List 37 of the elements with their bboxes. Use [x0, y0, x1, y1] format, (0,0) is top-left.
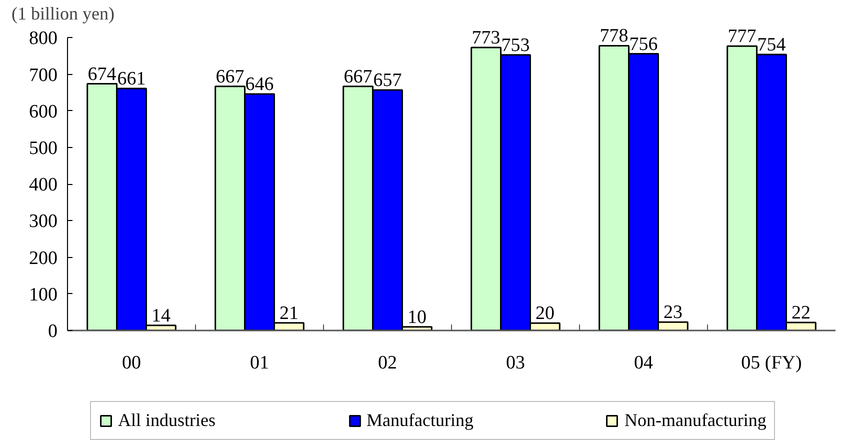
data-label: 10 [407, 306, 426, 328]
data-label: 674 [88, 64, 117, 85]
data-label: 646 [245, 74, 274, 96]
y-axis-title: (1 billion yen) [12, 4, 114, 24]
y-tick-label: 200 [29, 248, 58, 269]
data-label: 661 [117, 68, 146, 90]
data-label: 756 [629, 34, 658, 55]
data-label: 773 [472, 28, 500, 49]
y-tick-label: 800 [29, 28, 58, 50]
x-tick-label: 00 [122, 352, 141, 374]
data-label: 777 [728, 26, 756, 48]
legend-label: Non-manufacturing [624, 410, 766, 431]
legend-label: Manufacturing [366, 410, 474, 431]
data-label: 657 [373, 70, 402, 92]
data-label: 21 [279, 302, 298, 324]
data-label: 753 [501, 34, 530, 56]
data-label: 23 [663, 302, 682, 324]
data-label: 667 [216, 66, 244, 88]
y-tick-label: 400 [29, 174, 58, 196]
x-tick-label: 02 [378, 352, 397, 374]
legend-label: All industries [118, 410, 216, 431]
y-tick-label: 700 [29, 64, 58, 86]
y-tick-label: 300 [29, 211, 58, 232]
y-tick-label: 100 [29, 284, 58, 306]
data-label: 22 [791, 302, 810, 324]
y-tick-label: 500 [29, 138, 58, 159]
x-tick-label: 01 [250, 352, 269, 374]
x-tick-label: 03 [506, 352, 525, 374]
data-label: 20 [535, 303, 554, 324]
data-label: 667 [344, 66, 372, 88]
data-label: 14 [151, 305, 171, 326]
data-label: 754 [757, 34, 786, 56]
y-tick-label: 0 [48, 321, 58, 342]
data-label: 778 [600, 26, 628, 47]
y-tick-label: 600 [29, 101, 58, 122]
x-tick-label: 04 [634, 352, 654, 374]
x-tick-label: 05 (FY) [741, 352, 802, 374]
